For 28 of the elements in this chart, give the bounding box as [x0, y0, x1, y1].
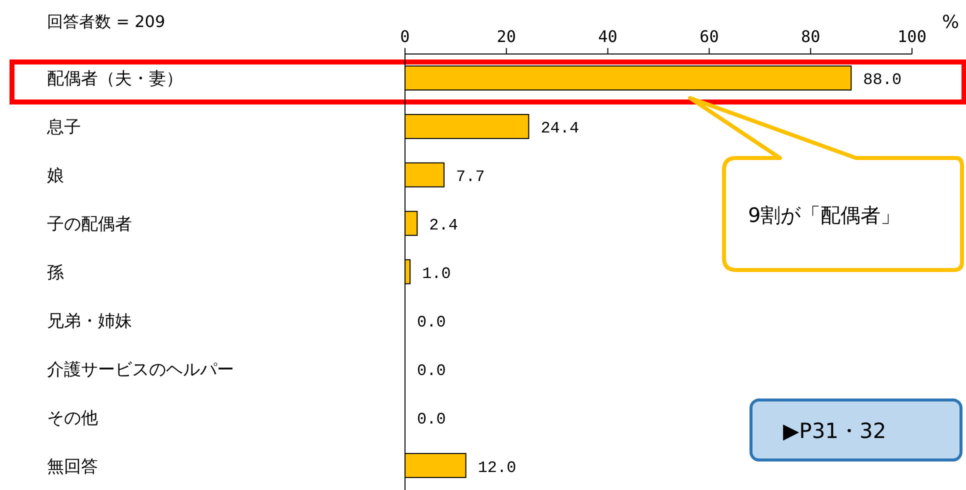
- x2-tick-label: 80: [800, 27, 820, 46]
- y-tick-label: 娘: [47, 166, 64, 186]
- y-tick-label: 孫: [47, 263, 64, 283]
- x2-tick-label: 60: [700, 27, 719, 46]
- y-tick-label: 兄弟・姉妹: [47, 311, 132, 332]
- x2-tick-label: 0: [400, 27, 410, 46]
- data-label: 24.4: [540, 120, 580, 138]
- x2-tick-label: 20: [496, 27, 516, 46]
- y-tick-label: 無回答: [47, 456, 98, 477]
- data-label: 2.4: [429, 216, 458, 235]
- data-label: 0.0: [417, 410, 446, 428]
- x2-tick-label: 100: [898, 27, 926, 46]
- data-label: 0.0: [417, 362, 446, 380]
- x2-tick-label: 40: [598, 27, 618, 46]
- y-tick-label: 子の配偶者: [47, 214, 132, 235]
- data-label: 88.0: [863, 71, 902, 90]
- y-tick-label: 配偶者（夫・妻）: [47, 69, 183, 90]
- annotation: 9割が「配偶者」: [748, 203, 901, 227]
- annotation: ▶P31・32: [783, 419, 886, 443]
- x2-axis-title: %: [942, 12, 960, 33]
- y-tick-label: 息子: [46, 118, 81, 138]
- data-label: 0.0: [417, 313, 446, 332]
- data-label: 12.0: [478, 458, 516, 477]
- y-tick-label: その他: [47, 408, 98, 428]
- data-label: 1.0: [422, 265, 451, 283]
- text: 回答者数 = 209: [47, 12, 166, 33]
- data-label: 7.7: [456, 168, 485, 186]
- y-tick-label: 介護サービスのヘルパー: [47, 360, 234, 380]
